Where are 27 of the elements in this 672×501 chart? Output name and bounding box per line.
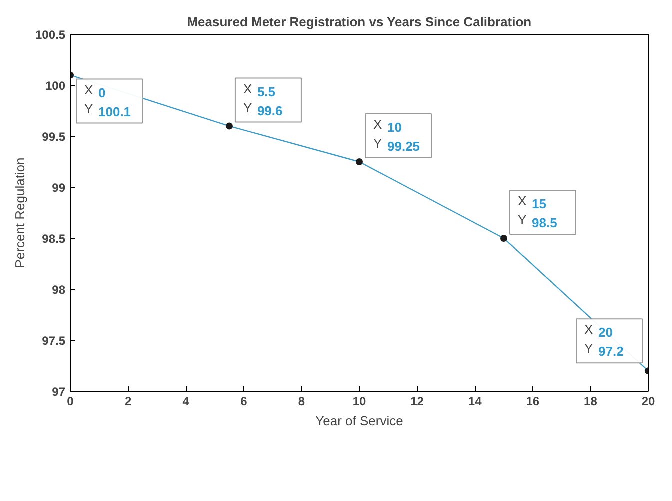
annotation: X 10 Y 99.25 — [374, 117, 420, 154]
chart-title: Measured Meter Registration vs Years Since Calibration — [187, 14, 532, 30]
x-tick-label: 14 — [468, 394, 482, 408]
x-tick-label: 16 — [526, 394, 540, 408]
y-tick-label: 100 — [45, 79, 66, 93]
x-tick-label: 0 — [67, 394, 74, 408]
y-tick-label: 100.5 — [35, 28, 66, 42]
x-tick-label: 20 — [642, 394, 656, 408]
annotation: X 20 Y 97.2 — [584, 322, 624, 360]
annotation: X 5.5 Y 99.6 — [243, 81, 283, 118]
y-tick-label: 97.5 — [42, 334, 66, 348]
y-tick-label: 97 — [52, 385, 66, 399]
annotation: X 0 Y 100.1 — [84, 82, 132, 120]
x-tick-label: 18 — [584, 394, 598, 408]
y-axis-title: Percent Regulation — [12, 158, 28, 268]
x-tick-label: 6 — [240, 394, 248, 408]
y-tick-label: 98.5 — [42, 232, 66, 246]
x-tick-label: 4 — [182, 394, 190, 408]
x-tick-label: 10 — [352, 394, 366, 408]
y-tick-label: 99 — [52, 181, 66, 195]
x-axis-title: Year of Service — [316, 414, 404, 428]
x-tick-label: 8 — [298, 394, 306, 408]
annotation: X 15 Y 98.5 — [518, 194, 558, 230]
x-tick-label: 12 — [410, 394, 424, 408]
y-tick-label: 99.5 — [42, 130, 66, 144]
x-tick-label: 2 — [124, 394, 132, 408]
y-tick-label: 98 — [52, 283, 66, 297]
